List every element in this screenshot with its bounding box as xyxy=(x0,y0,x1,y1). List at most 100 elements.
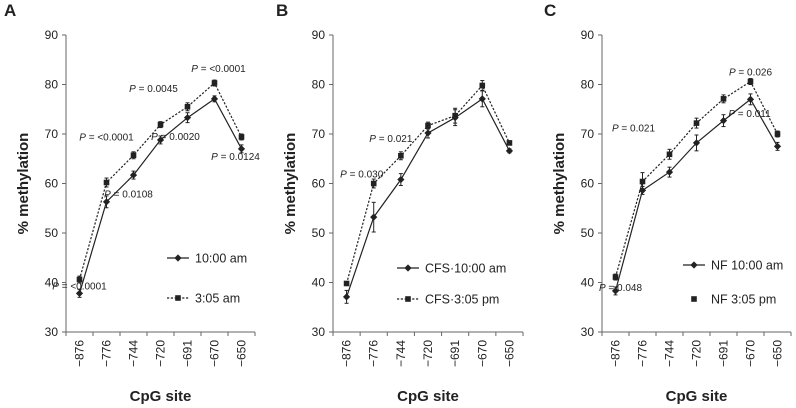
p-symbol: P xyxy=(79,133,86,144)
y-tick-label: 30 xyxy=(312,325,326,339)
x-tick-label: −744 xyxy=(394,340,408,367)
data-point xyxy=(238,134,245,140)
p-value-annotation: P = 0.030 xyxy=(340,170,384,181)
data-point xyxy=(747,78,754,85)
y-tick-label: 50 xyxy=(581,226,595,240)
p-value-annotation: P = <0.0001 xyxy=(191,64,246,75)
legend-label: NF 3:05 pm xyxy=(711,293,776,307)
data-point xyxy=(129,171,138,179)
data-point xyxy=(478,95,486,103)
panel-letter: A xyxy=(4,1,16,20)
data-point xyxy=(237,145,246,153)
p-value-text: = 0.0108 xyxy=(111,190,153,201)
data-point xyxy=(611,287,620,295)
y-tick-label: 90 xyxy=(45,28,59,42)
data-point xyxy=(773,142,782,150)
data-point xyxy=(666,151,673,158)
p-symbol: P xyxy=(151,132,158,143)
p-value-text: = <0.0001 xyxy=(198,64,246,75)
data-point xyxy=(479,82,486,89)
p-value-text: = 0.0045 xyxy=(136,84,178,95)
y-tick-label: 40 xyxy=(312,276,326,290)
data-point xyxy=(342,293,351,301)
x-tick-label: −776 xyxy=(367,340,381,367)
legend-label: 10:00 am xyxy=(195,252,247,266)
legend-entry: NF 10:00 am xyxy=(683,259,783,273)
x-tick-label: −670 xyxy=(208,340,222,367)
data-point xyxy=(665,168,674,176)
p-value-text: = 0.026 xyxy=(736,68,773,79)
y-tick-label: 40 xyxy=(45,276,59,290)
data-point xyxy=(183,114,192,122)
y-tick-label: 60 xyxy=(581,177,595,191)
p-symbol: P xyxy=(369,134,376,145)
data-point xyxy=(424,129,432,137)
x-tick-label: −650 xyxy=(235,340,249,367)
p-value-annotation: P = 0.048 xyxy=(599,283,643,294)
series-2 xyxy=(612,78,781,281)
x-tick-label: −691 xyxy=(181,340,195,367)
data-point xyxy=(75,289,84,297)
p-value-text: = 0.021 xyxy=(619,123,656,134)
x-axis-title: CpG site xyxy=(397,388,459,405)
data-point xyxy=(719,117,728,125)
x-tick-label: −670 xyxy=(475,340,489,367)
x-axis-title: CpG site xyxy=(130,388,192,405)
y-tick-label: 50 xyxy=(45,226,59,240)
series-2 xyxy=(343,80,513,287)
x-tick-label: −720 xyxy=(154,340,168,367)
y-axis-title: % methylation xyxy=(282,133,299,235)
y-tick-label: 40 xyxy=(581,276,595,290)
p-symbol: P xyxy=(104,190,111,201)
p-value-annotation: P = 0.021 xyxy=(369,134,413,145)
p-value-annotation: P = 0.026 xyxy=(729,68,773,79)
y-tick-label: 90 xyxy=(581,28,595,42)
x-tick-label: −650 xyxy=(771,340,785,367)
series-2 xyxy=(76,79,245,284)
p-symbol: P xyxy=(211,152,218,163)
panel-letter: C xyxy=(544,1,556,20)
p-symbol: P xyxy=(129,84,136,95)
p-value-text: = 0.0124 xyxy=(218,152,260,163)
legend-marker xyxy=(691,296,697,302)
data-point xyxy=(398,152,404,159)
x-tick-label: −670 xyxy=(744,340,758,367)
p-value-annotation: P = 0.0020 xyxy=(151,132,200,143)
data-point xyxy=(693,120,700,126)
data-point xyxy=(506,140,513,146)
y-tick-label: 70 xyxy=(45,127,59,141)
y-tick-label: 80 xyxy=(45,78,59,92)
data-point xyxy=(184,103,191,110)
y-axis-title: % methylation xyxy=(551,133,568,235)
legend-marker xyxy=(404,264,412,272)
x-tick-label: −776 xyxy=(636,340,650,367)
legend-entry: CFS·10:00 am xyxy=(397,262,506,276)
legend-label: 3:05 am xyxy=(195,292,240,306)
data-point xyxy=(692,139,701,147)
data-point xyxy=(130,152,137,159)
data-point xyxy=(102,198,111,206)
x-tick-label: −720 xyxy=(690,340,704,367)
x-tick-label: −691 xyxy=(717,340,731,367)
p-value-text: = 0.048 xyxy=(606,283,643,294)
p-symbol: P xyxy=(52,282,59,293)
x-tick-label: −776 xyxy=(100,340,114,367)
y-tick-label: 80 xyxy=(581,78,595,92)
x-tick-label: −876 xyxy=(73,340,87,367)
p-value-text: = <0.0001 xyxy=(59,282,107,293)
data-point xyxy=(370,213,378,221)
x-tick-label: −650 xyxy=(502,340,516,367)
p-value-annotation: P = 0.011 xyxy=(728,109,771,120)
data-point xyxy=(103,179,110,186)
x-tick-label: −691 xyxy=(448,340,462,367)
p-value-annotation: P = <0.0001 xyxy=(52,282,107,293)
legend-marker xyxy=(690,261,698,269)
p-value-annotation: P = 0.0124 xyxy=(211,152,260,163)
legend-marker xyxy=(174,254,182,262)
panel-letter: B xyxy=(276,1,288,20)
y-tick-label: 80 xyxy=(312,78,326,92)
data-point xyxy=(210,95,219,103)
p-value-annotation: P = 0.0108 xyxy=(104,190,153,201)
data-point xyxy=(746,95,755,103)
